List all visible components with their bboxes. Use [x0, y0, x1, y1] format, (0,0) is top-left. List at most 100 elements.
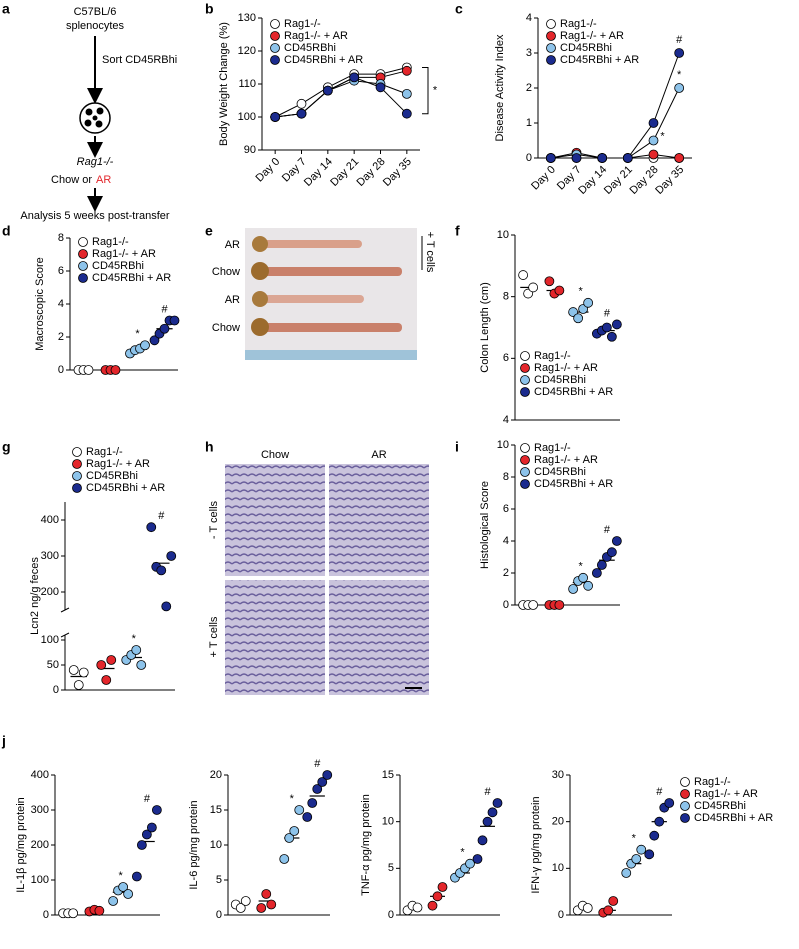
- y-tick-label: 2: [526, 82, 532, 94]
- y-tick-label: 20: [210, 769, 222, 781]
- panel-label: g: [2, 439, 11, 455]
- data-point: [312, 784, 323, 794]
- legend-label: CD45RBhi + AR: [86, 482, 165, 494]
- panel-label: j: [1, 733, 6, 749]
- bracket: [422, 67, 429, 115]
- data-point: [296, 108, 307, 119]
- data-point: [136, 840, 147, 850]
- y-tick-label: 120: [238, 45, 256, 57]
- annotation: #: [604, 524, 611, 536]
- photo: [225, 464, 325, 576]
- legend-marker: [546, 31, 556, 41]
- diagram-text: Rag1-/-: [77, 156, 114, 168]
- annotation: #: [161, 303, 168, 315]
- y-tick-label: 100: [41, 634, 59, 646]
- legend-label: CD45RBhi: [694, 800, 746, 812]
- data-point: [78, 667, 89, 678]
- legend-marker: [72, 483, 82, 493]
- annotation: *: [660, 130, 665, 142]
- legend-label: CD45RBhi: [284, 42, 336, 54]
- legend-marker: [72, 447, 82, 457]
- data-point: [73, 680, 84, 690]
- data-point: [108, 896, 119, 906]
- data-point: [151, 805, 162, 815]
- data-point: [401, 89, 412, 99]
- legend-label: CD45RBhi: [92, 260, 144, 272]
- photo-label: + T cells: [208, 616, 220, 657]
- legend-label: Rag1-/-: [284, 18, 321, 30]
- legend-label: Rag1-/-: [534, 442, 571, 454]
- data-point: [487, 807, 498, 818]
- data-point: [131, 871, 142, 882]
- legend-marker: [78, 273, 88, 283]
- panel-label: f: [455, 223, 460, 239]
- legend-marker: [520, 443, 530, 453]
- y-axis-label: Body Weight Change (%): [218, 22, 230, 146]
- data-point: [375, 82, 386, 93]
- legend-label: Rag1-/- + AR: [534, 454, 598, 466]
- y-tick-label: 100: [238, 111, 256, 123]
- photo-label: + T cells: [424, 232, 436, 273]
- data-point: [664, 798, 675, 808]
- y-tick-label: 5: [388, 862, 394, 874]
- y-tick-label: 200: [31, 839, 49, 851]
- y-tick-label: 4: [503, 414, 509, 426]
- legend-label: Rag1-/- + AR: [92, 248, 156, 260]
- x-tick-label: Day 21: [328, 156, 361, 189]
- x-tick-label: Day 0: [529, 164, 558, 193]
- annotation: *: [677, 69, 682, 81]
- photo: [245, 228, 417, 360]
- data-point: [636, 844, 647, 855]
- data-point: [674, 153, 685, 163]
- x-tick-label: Day 35: [381, 156, 414, 189]
- y-tick-label: 0: [558, 909, 564, 921]
- legend-marker: [270, 19, 280, 29]
- data-point: [317, 777, 328, 787]
- y-tick-label: 8: [58, 232, 64, 244]
- data-point: [279, 854, 290, 864]
- legend-label: CD45RBhi: [560, 42, 612, 54]
- x-tick-label: Day 0: [254, 156, 283, 185]
- data-point: [96, 660, 107, 670]
- y-axis-label: IL-6 pg/mg protein: [188, 800, 200, 889]
- data-point: [256, 903, 267, 913]
- annotation: #: [484, 786, 491, 798]
- data-point: [582, 903, 593, 913]
- legend-label: Rag1-/- + AR: [86, 458, 150, 470]
- data-point: [477, 835, 488, 846]
- data-point: [648, 118, 659, 128]
- data-point: [68, 665, 79, 675]
- legend-marker: [270, 55, 280, 65]
- y-axis-label: Histological Score: [479, 481, 491, 569]
- data-point: [302, 812, 313, 822]
- x-tick-label: Day 14: [302, 156, 335, 189]
- legend-label: CD45RBhi: [534, 374, 586, 386]
- data-point: [166, 551, 177, 561]
- data-point: [648, 149, 659, 160]
- legend-marker: [680, 801, 690, 811]
- diagram-text: AR: [96, 174, 111, 186]
- data-point: [322, 770, 333, 780]
- data-point: [528, 282, 539, 293]
- panel-label: e: [205, 223, 213, 239]
- data-point: [591, 568, 602, 578]
- legend-label: CD45RBhi + AR: [534, 386, 613, 398]
- data-point: [123, 889, 134, 899]
- cell-icon-dots: [84, 107, 104, 128]
- legend-label: Rag1-/-: [560, 18, 597, 30]
- photo-label: AR: [225, 294, 240, 306]
- data-point: [307, 798, 318, 808]
- legend-label: CD45RBhi: [534, 466, 586, 478]
- data-point: [156, 565, 167, 576]
- data-point: [131, 645, 142, 655]
- legend-label: CD45RBhi + AR: [534, 478, 613, 490]
- data-point: [146, 822, 157, 833]
- data-point: [140, 340, 150, 351]
- y-axis-label: Disease Activity Index: [494, 34, 506, 141]
- annotation: #: [314, 758, 321, 770]
- data-point: [622, 153, 633, 163]
- legend-label: Rag1-/-: [86, 446, 123, 458]
- legend-marker: [78, 261, 88, 271]
- y-tick-label: 6: [58, 265, 64, 277]
- y-tick-label: 300: [31, 804, 49, 816]
